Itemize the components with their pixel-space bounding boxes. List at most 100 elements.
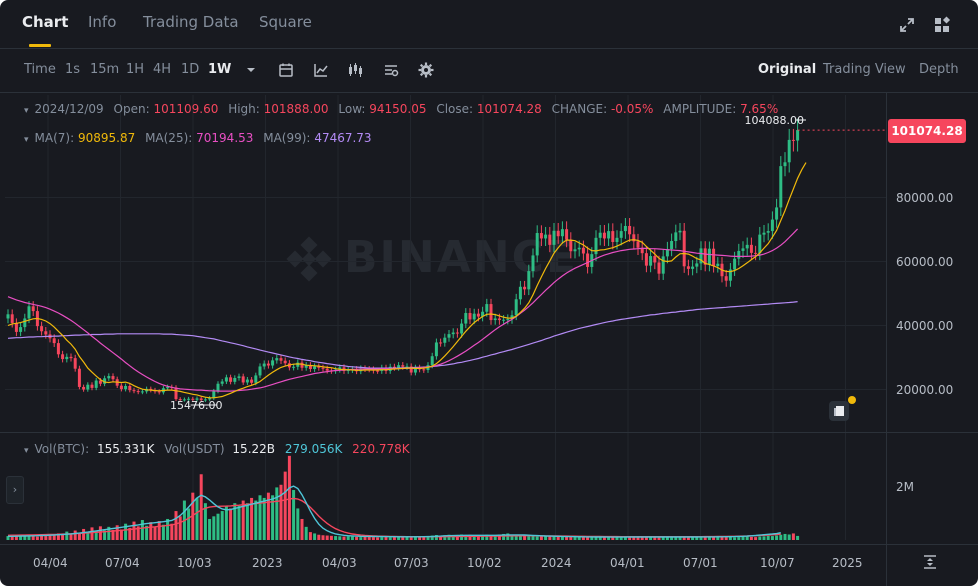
volume-bar: [187, 508, 191, 540]
candle-body: [619, 231, 623, 238]
tab-trading-data[interactable]: Trading Data: [143, 13, 239, 31]
volume-bar: [586, 537, 590, 540]
timeframe-4h[interactable]: 4H: [153, 62, 172, 77]
volume-bar: [195, 497, 199, 540]
view-depth[interactable]: Depth: [919, 62, 959, 77]
volume-bar: [140, 520, 144, 540]
open-value: 101109.60: [153, 102, 219, 116]
candle-body: [476, 313, 480, 317]
caret-down-icon[interactable]: [243, 62, 259, 78]
volume-bar: [128, 527, 132, 540]
view-trading-view[interactable]: Trading View: [823, 62, 906, 77]
y-axis-label: 20000.00: [896, 383, 954, 397]
volume-bar: [401, 536, 405, 540]
candle-body: [208, 398, 212, 400]
tab-chart[interactable]: Chart: [22, 13, 69, 31]
volume-bar: [61, 535, 65, 540]
candle-body: [430, 356, 434, 366]
collapse-caret-icon[interactable]: ▾: [24, 446, 29, 456]
timeframe-time[interactable]: Time: [24, 62, 56, 77]
candle-body: [565, 229, 569, 240]
tab-info[interactable]: Info: [88, 13, 117, 31]
timeframe-1d[interactable]: 1D: [181, 62, 200, 77]
candle-body: [27, 306, 31, 319]
candle-body: [439, 342, 443, 344]
candle-body: [107, 376, 111, 379]
candle-body: [796, 130, 800, 141]
calendar-icon[interactable]: [278, 62, 294, 78]
indicators-icon[interactable]: [313, 62, 329, 78]
candle-body: [325, 368, 329, 371]
candle-body: [124, 385, 128, 390]
volume-bar: [565, 536, 569, 540]
volume-bar: [518, 535, 522, 540]
news-feed-icon[interactable]: [828, 396, 858, 422]
candle-body: [187, 398, 191, 400]
candle-body: [94, 380, 98, 388]
candle-body: [737, 250, 741, 259]
view-original[interactable]: Original: [758, 62, 817, 77]
candle-body: [569, 239, 573, 252]
volume-bar: [514, 534, 518, 540]
collapse-caret-icon[interactable]: ▾: [24, 106, 29, 116]
volume-bar: [476, 535, 480, 540]
change-label: CHANGE:: [551, 102, 608, 116]
candle-body: [749, 244, 753, 253]
timeframe-1s[interactable]: 1s: [65, 62, 81, 77]
volume-bar: [611, 537, 615, 540]
volume-bar: [119, 529, 123, 540]
candle-body: [203, 399, 207, 401]
volume-bar: [233, 503, 237, 540]
settings-gear-icon[interactable]: [418, 62, 434, 78]
volume-bar: [791, 533, 795, 540]
candle-body: [451, 332, 455, 335]
x-axis-label: 07/03: [394, 556, 429, 570]
candle-body: [69, 356, 73, 359]
candle-body: [497, 318, 501, 321]
volume-bar: [367, 536, 371, 540]
volume-bar: [787, 534, 791, 540]
timeframe-1h[interactable]: 1H: [126, 62, 145, 77]
volume-bar: [48, 533, 52, 540]
close-value: 101074.28: [476, 102, 542, 116]
candle-body: [539, 233, 543, 239]
layout-grid-icon[interactable]: [933, 16, 951, 34]
volume-bar: [686, 537, 690, 540]
tab-square[interactable]: Square: [259, 13, 312, 31]
candle-body: [216, 383, 220, 392]
panel-expand-button[interactable]: ›: [6, 476, 24, 504]
volume-bar: [426, 536, 430, 540]
candle-body: [791, 139, 795, 141]
low-label: Low:: [338, 102, 366, 116]
volume-bar: [94, 531, 98, 540]
candle-body: [254, 375, 258, 383]
candle-body: [657, 262, 661, 274]
volume-bar: [712, 537, 716, 540]
auto-scale-icon[interactable]: [922, 554, 938, 570]
candle-body: [615, 237, 619, 242]
candle-body: [65, 356, 69, 360]
expand-icon[interactable]: [898, 16, 916, 34]
candlestick-type-icon[interactable]: [347, 62, 363, 78]
volume-bar: [275, 487, 279, 540]
volume-bar: [439, 535, 443, 540]
volume-info: ▾ Vol(BTC): 155.331K Vol(USDT) 15.22B 279…: [24, 442, 410, 456]
candle-body: [191, 398, 195, 400]
collapse-caret-icon[interactable]: ▾: [24, 135, 29, 145]
candle-body: [308, 365, 312, 370]
drawing-tools-icon[interactable]: [383, 62, 399, 78]
candle-body: [602, 232, 606, 239]
candle-body: [61, 354, 65, 360]
volume-bar: [363, 536, 367, 540]
volume-axis-label: 2M: [896, 480, 914, 494]
timeframe-1w[interactable]: 1W: [208, 62, 232, 77]
volume-ma2-line: [7, 497, 781, 538]
volume-bar: [266, 492, 270, 540]
timeframe-15m[interactable]: 15m: [90, 62, 120, 77]
low-value: 94150.05: [369, 102, 427, 116]
candle-body: [413, 367, 417, 373]
candle-body: [640, 247, 644, 254]
active-tab-indicator: [29, 44, 51, 47]
amplitude-value: 7.65%: [740, 102, 779, 116]
